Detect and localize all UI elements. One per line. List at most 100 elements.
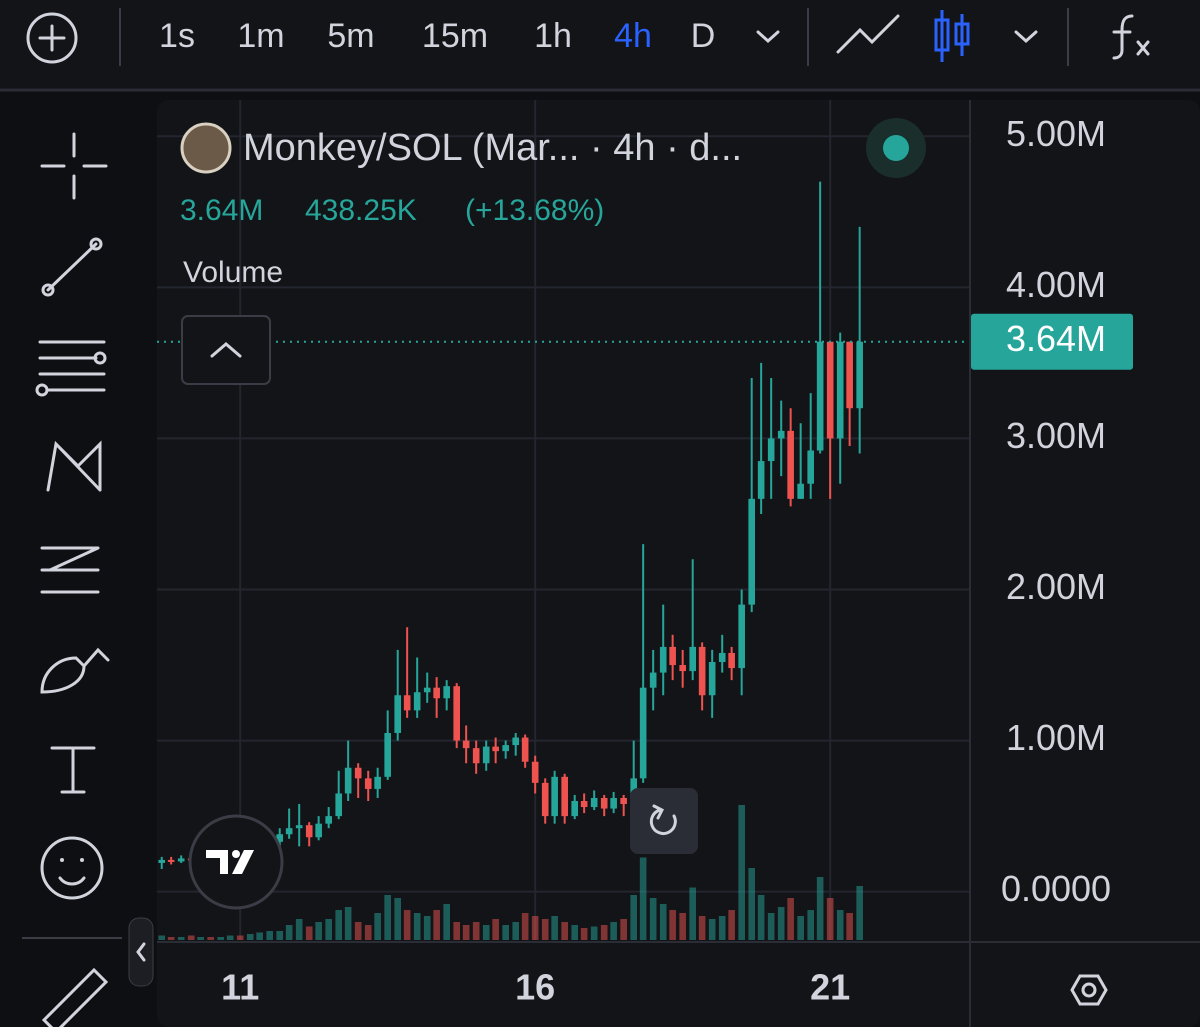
candle-body: [767, 438, 775, 462]
brush-tool[interactable]: [40, 647, 110, 694]
candle-body: [177, 858, 185, 862]
volume-bar: [649, 898, 657, 940]
volume-bar: [246, 934, 254, 940]
y-tick-label: 5.00M: [1006, 113, 1106, 154]
candle-body: [502, 745, 509, 752]
volume-bar: [433, 910, 440, 940]
candle-body: [335, 793, 343, 817]
volume-bar: [158, 935, 166, 940]
volume-bar: [816, 877, 824, 940]
y-tick-label: 3.00M: [1006, 415, 1106, 456]
volume-bar: [236, 935, 244, 940]
interval-button[interactable]: 4h: [614, 17, 652, 55]
tv-logo[interactable]: [188, 814, 284, 910]
candle-body: [620, 797, 627, 805]
collapse-sidebar[interactable]: [128, 917, 154, 987]
drawing-tools: [22, 132, 122, 1027]
indicators-button[interactable]: [1112, 14, 1150, 60]
settings-button[interactable]: [1070, 974, 1108, 1006]
volume-bar: [512, 922, 520, 940]
candle-body: [325, 816, 332, 824]
candle-body: [826, 341, 834, 439]
x-tick-label: 11: [221, 967, 259, 1008]
volume-bar: [777, 907, 785, 940]
candle-body: [364, 778, 372, 789]
last-price-tag: [971, 313, 1133, 370]
add-button[interactable]: [26, 12, 78, 64]
candle-body: [482, 746, 490, 764]
volume-bar: [266, 931, 273, 940]
volume-bar: [541, 919, 549, 940]
interval-button[interactable]: 5m: [327, 17, 374, 55]
volume-bar: [718, 916, 726, 940]
price-change-percent: (+13.68%): [465, 194, 604, 227]
volume-bar: [187, 935, 195, 940]
interval-button[interactable]: 1h: [534, 17, 572, 55]
candle-body: [718, 652, 726, 663]
candle-body: [787, 430, 794, 499]
volume-bar: [826, 898, 834, 940]
volume-bar: [698, 916, 706, 940]
trend-line-tool[interactable]: [41, 237, 103, 297]
volume-bar: [256, 932, 263, 940]
text-tool[interactable]: [50, 746, 96, 794]
candle-body: [571, 801, 579, 817]
volume-bar: [738, 805, 745, 940]
crosshair-tool[interactable]: [40, 132, 108, 200]
y-tick-label: 1.00M: [1006, 717, 1106, 758]
volume-bar: [207, 937, 214, 940]
volume-bar: [226, 935, 234, 940]
chart-type-menu[interactable]: [1014, 30, 1038, 44]
toolbar: [0, 0, 1200, 88]
pattern-tool[interactable]: [46, 440, 102, 492]
interval-button[interactable]: D: [691, 17, 716, 55]
ruler-tool[interactable]: [41, 967, 109, 1027]
interval-button[interactable]: 1m: [237, 17, 284, 55]
candle-body: [738, 604, 745, 669]
collapse-legend[interactable]: [181, 315, 271, 385]
candle-body: [639, 687, 647, 779]
volume-bar: [384, 895, 391, 940]
volume-bar: [708, 919, 716, 940]
volume-bar: [521, 913, 529, 940]
candle-body: [777, 430, 785, 439]
volume-bar: [797, 916, 804, 940]
interval-menu[interactable]: [756, 30, 780, 44]
volume-bar: [757, 895, 765, 940]
volume-bar: [748, 868, 756, 940]
candle-body: [807, 450, 815, 484]
candle-body: [374, 776, 381, 789]
volume-bar: [403, 910, 411, 940]
x-tick-label: 21: [810, 967, 850, 1008]
line-chart-button[interactable]: [836, 14, 900, 54]
legend: Monkey/SOL (Mar... · 4h · d... 3.64M 438…: [180, 118, 926, 385]
reset-button[interactable]: [630, 788, 698, 854]
lines-tool[interactable]: [35, 340, 107, 397]
candle-body: [531, 761, 539, 783]
volume-bar: [276, 931, 284, 940]
candle-body: [276, 834, 284, 842]
candle-chart-button[interactable]: [934, 10, 970, 62]
fib-tool[interactable]: [40, 546, 100, 594]
volume-bar: [679, 913, 686, 940]
volume-label: Volume: [183, 256, 283, 289]
candle-body: [728, 652, 735, 669]
emoji-tool[interactable]: [40, 836, 104, 900]
volume-bar: [728, 910, 735, 940]
volume-bar: [295, 919, 303, 940]
volume-bar: [659, 904, 667, 940]
interval-button[interactable]: 15m: [422, 17, 488, 55]
candle-body: [453, 686, 461, 741]
interval-button[interactable]: 1s: [159, 17, 195, 55]
volume-bar: [364, 925, 372, 940]
y-tick-label: 2.00M: [1006, 566, 1106, 607]
candle-body: [561, 776, 568, 817]
volume-bar: [807, 910, 815, 940]
volume-bar: [620, 919, 627, 940]
volume-bar: [561, 922, 568, 940]
volume-bar: [492, 919, 499, 940]
candle-body: [748, 498, 756, 605]
candle-body: [462, 740, 470, 749]
candle-body: [285, 828, 293, 835]
volume-bar: [856, 886, 863, 940]
